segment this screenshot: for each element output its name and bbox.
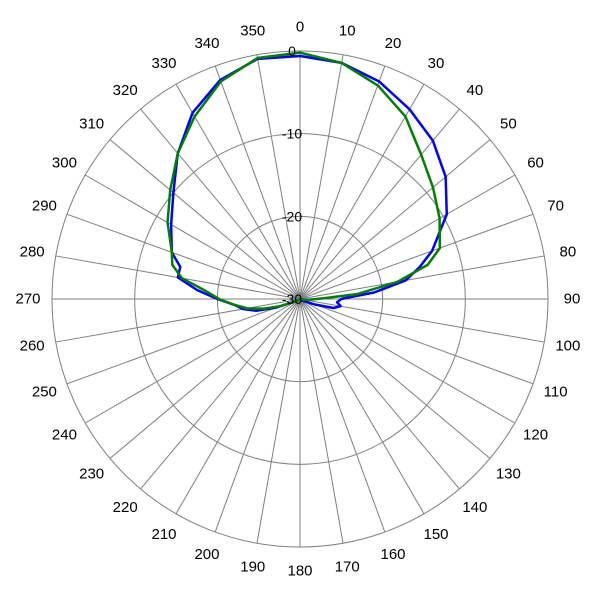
spoke-350 — [256, 54, 301, 300]
spoke-80 — [299, 255, 545, 300]
angle-label-350: 350 — [240, 23, 265, 40]
chart-grid — [51, 50, 549, 548]
angle-label-100: 100 — [555, 338, 580, 355]
angle-label-90: 90 — [564, 291, 581, 308]
angle-label-50: 50 — [500, 116, 517, 133]
spoke-170 — [299, 298, 344, 544]
angle-label-170: 170 — [335, 558, 360, 575]
angle-label-160: 160 — [381, 546, 406, 563]
spoke-120 — [299, 298, 516, 424]
series-line-1 — [166, 51, 442, 310]
angle-label-180: 180 — [287, 563, 312, 580]
spoke-130 — [299, 298, 491, 459]
spoke-50 — [299, 139, 491, 300]
spoke-60 — [299, 174, 516, 300]
angle-label-210: 210 — [151, 526, 176, 543]
angle-label-190: 190 — [240, 558, 265, 575]
spoke-190 — [256, 298, 301, 544]
angle-label-60: 60 — [527, 155, 544, 172]
angle-label-110: 110 — [544, 384, 568, 401]
spoke-210 — [175, 298, 301, 515]
angle-label-40: 40 — [466, 82, 483, 99]
spoke-330 — [175, 83, 301, 300]
angle-label-230: 230 — [79, 465, 104, 482]
angle-label-80: 80 — [560, 243, 577, 260]
radial-label-1: -10 — [282, 126, 302, 142]
angle-label-300: 300 — [52, 155, 77, 172]
spoke-110 — [299, 298, 534, 385]
spoke-200 — [214, 298, 301, 533]
chart-series — [166, 51, 449, 313]
spoke-290 — [66, 213, 301, 300]
angle-label-130: 130 — [496, 465, 521, 482]
radial-label-0: 0 — [288, 43, 296, 59]
spoke-30 — [299, 83, 425, 300]
spoke-230 — [109, 298, 301, 459]
angle-label-70: 70 — [547, 197, 564, 214]
spoke-140 — [299, 298, 460, 490]
angle-label-30: 30 — [428, 55, 445, 72]
chart-labels: 0 10 20 30 40 50 60 70 80 90 100 110 120 130 140 150 160… — [15, 19, 580, 580]
spoke-240 — [84, 298, 301, 424]
angle-label-150: 150 — [423, 526, 448, 543]
angle-label-120: 120 — [523, 427, 548, 444]
radial-label-3: -30 — [282, 291, 302, 307]
spoke-150 — [299, 298, 425, 515]
angle-label-330: 330 — [151, 55, 176, 72]
spoke-300 — [84, 174, 301, 300]
angle-label-280: 280 — [20, 243, 45, 260]
spoke-10 — [299, 54, 344, 300]
outer-ring — [51, 50, 549, 548]
spoke-340 — [214, 65, 301, 300]
spoke-70 — [299, 213, 534, 300]
angle-label-340: 340 — [194, 35, 219, 52]
angle-label-220: 220 — [113, 499, 138, 516]
spoke-250 — [66, 298, 301, 385]
spoke-160 — [299, 298, 386, 533]
angle-label-10: 10 — [339, 23, 356, 40]
angle-label-290: 290 — [32, 197, 57, 214]
angle-label-0: 0 — [296, 19, 304, 36]
angle-label-140: 140 — [462, 499, 487, 516]
angle-label-20: 20 — [385, 35, 402, 52]
angle-label-320: 320 — [113, 82, 138, 99]
spoke-220 — [140, 298, 301, 490]
angle-label-240: 240 — [52, 427, 77, 444]
spoke-310 — [109, 139, 301, 300]
angle-label-200: 200 — [194, 546, 219, 563]
spoke-20 — [299, 65, 386, 300]
radial-label-2: -20 — [282, 208, 302, 224]
spoke-320 — [140, 108, 301, 300]
angle-label-260: 260 — [20, 338, 45, 355]
angle-label-270: 270 — [15, 291, 40, 308]
angle-label-250: 250 — [32, 384, 57, 401]
spoke-260 — [55, 298, 301, 343]
angle-label-310: 310 — [79, 116, 104, 133]
